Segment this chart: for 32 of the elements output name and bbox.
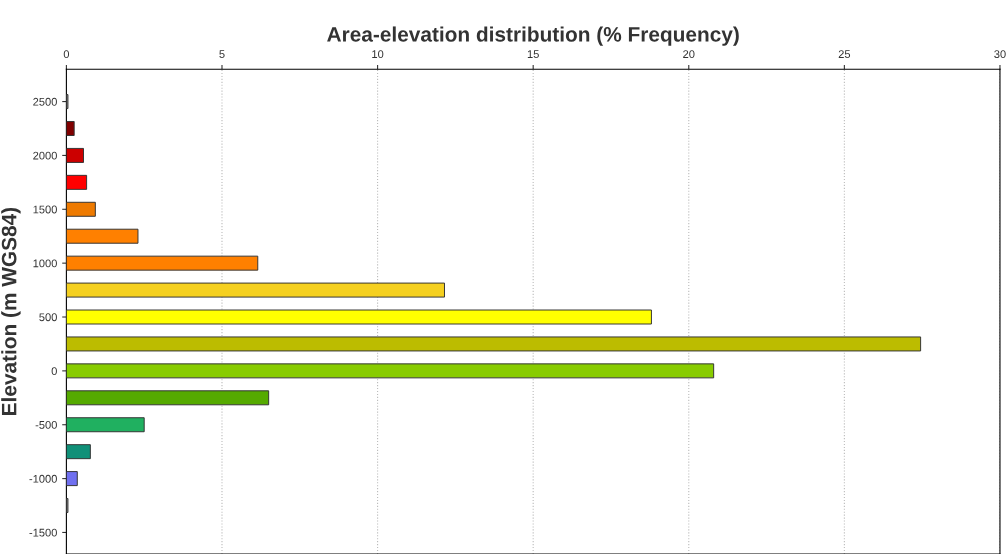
bar [66, 471, 78, 487]
bar [66, 228, 139, 244]
bar [66, 390, 270, 406]
bar [66, 417, 145, 433]
bar [66, 282, 445, 298]
x-tick-label: 20 [683, 50, 695, 59]
bar [66, 444, 91, 460]
bar [66, 336, 922, 352]
x-tick-label: 15 [527, 50, 539, 59]
y-tick-label: -500 [35, 421, 57, 429]
x-tick-label: 25 [838, 50, 851, 59]
bar [66, 363, 715, 379]
bar [66, 309, 652, 325]
x-tick-label: 10 [372, 50, 384, 59]
y-tick-label: -1500 [29, 528, 57, 537]
bar [66, 121, 75, 136]
bar [66, 201, 96, 217]
y-tick-label: 500 [39, 313, 57, 322]
y-tick-label: 2000 [33, 151, 57, 160]
bar [66, 255, 259, 271]
x-tick-label: 30 [994, 50, 1006, 59]
y-tick-label: 2500 [33, 97, 57, 106]
x-tick-label: 5 [219, 50, 225, 59]
y-tick-label: 1000 [33, 259, 57, 268]
bar [66, 147, 84, 163]
y-axis-title: Elevation (m WGS84) [1, 207, 21, 415]
bar [66, 174, 88, 190]
y-tick-label: 1500 [33, 205, 57, 214]
y-tick-label: -1000 [29, 474, 57, 483]
chart-title: Area-elevation distribution (% Frequency) [327, 26, 739, 46]
y-tick-label: 0 [51, 367, 57, 376]
x-tick-label: 0 [63, 50, 70, 59]
